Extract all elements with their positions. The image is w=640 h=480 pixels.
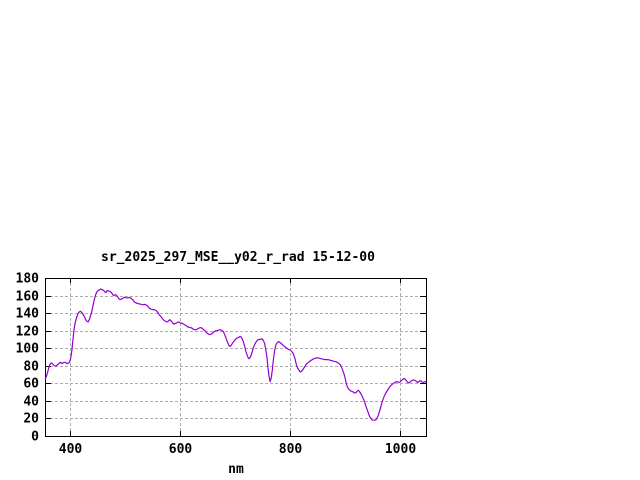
y-tick-label: 100 [16,342,40,357]
chart-title: sr_2025_297_MSE__y02_r_rad 15-12-00 [101,250,375,265]
x-tick-label: 800 [279,442,303,457]
y-tick-label: 80 [23,360,39,375]
grid-layer [45,278,426,436]
y-tick-label: 60 [23,377,39,392]
x-tick-label: 400 [59,442,83,457]
y-tick-label: 0 [31,430,39,445]
y-tick-label: 180 [16,272,40,287]
x-axis-label: nm [228,462,244,477]
tick-label-layer: 400 600 800 1000 0 20 40 60 80 100 120 140 160 180 [16,272,417,458]
y-tick-label: 120 [16,325,40,340]
y-tick-label: 140 [16,307,40,322]
spectrum-curve [44,288,427,421]
x-tick-label: 1000 [385,442,416,457]
y-tick-label: 40 [23,395,39,410]
y-tick-label: 20 [23,412,39,427]
plot-border [45,278,427,437]
y-tick-label: 160 [16,290,40,305]
frame-layer [45,278,427,437]
curve-layer [44,288,427,421]
x-tick-label: 600 [169,442,193,457]
